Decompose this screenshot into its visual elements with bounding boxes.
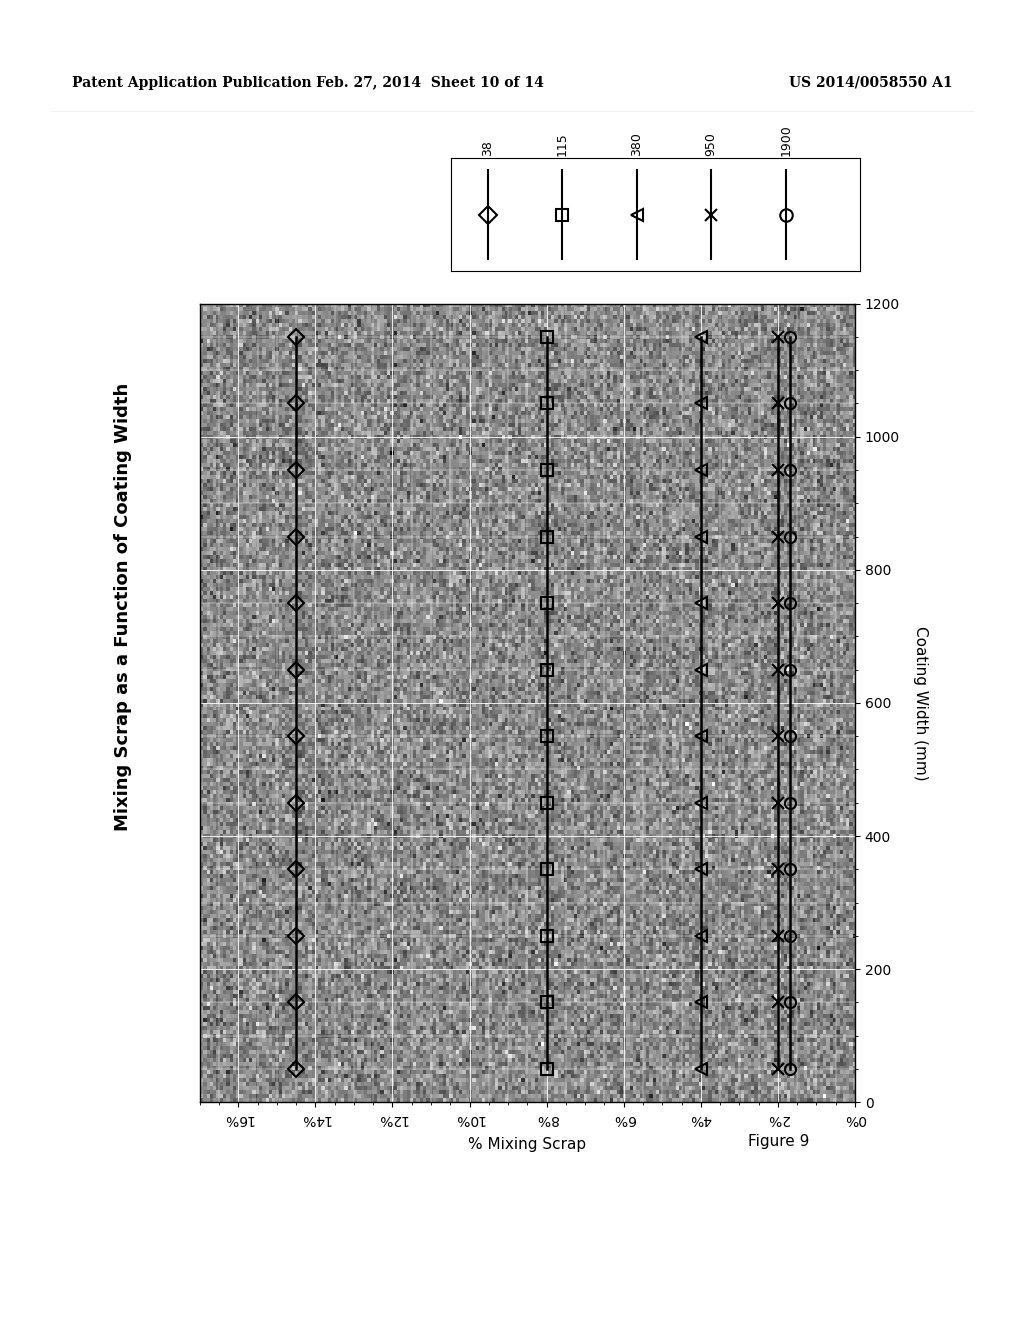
Text: 950: 950 (705, 132, 718, 156)
Text: 115: 115 (556, 132, 568, 156)
Text: US 2014/0058550 A1: US 2014/0058550 A1 (788, 75, 952, 90)
Text: Mixing Scrap as a Function of Coating Width: Mixing Scrap as a Function of Coating Wi… (114, 383, 132, 832)
Text: 1900: 1900 (779, 124, 793, 156)
Text: Feb. 27, 2014  Sheet 10 of 14: Feb. 27, 2014 Sheet 10 of 14 (316, 75, 544, 90)
Text: 38: 38 (481, 140, 495, 156)
X-axis label: % Mixing Scrap: % Mixing Scrap (468, 1137, 587, 1152)
Text: 380: 380 (630, 132, 643, 156)
Text: Patent Application Publication: Patent Application Publication (72, 75, 311, 90)
Y-axis label: Coating Width (mm): Coating Width (mm) (912, 626, 928, 780)
Text: Figure 9: Figure 9 (748, 1134, 809, 1150)
